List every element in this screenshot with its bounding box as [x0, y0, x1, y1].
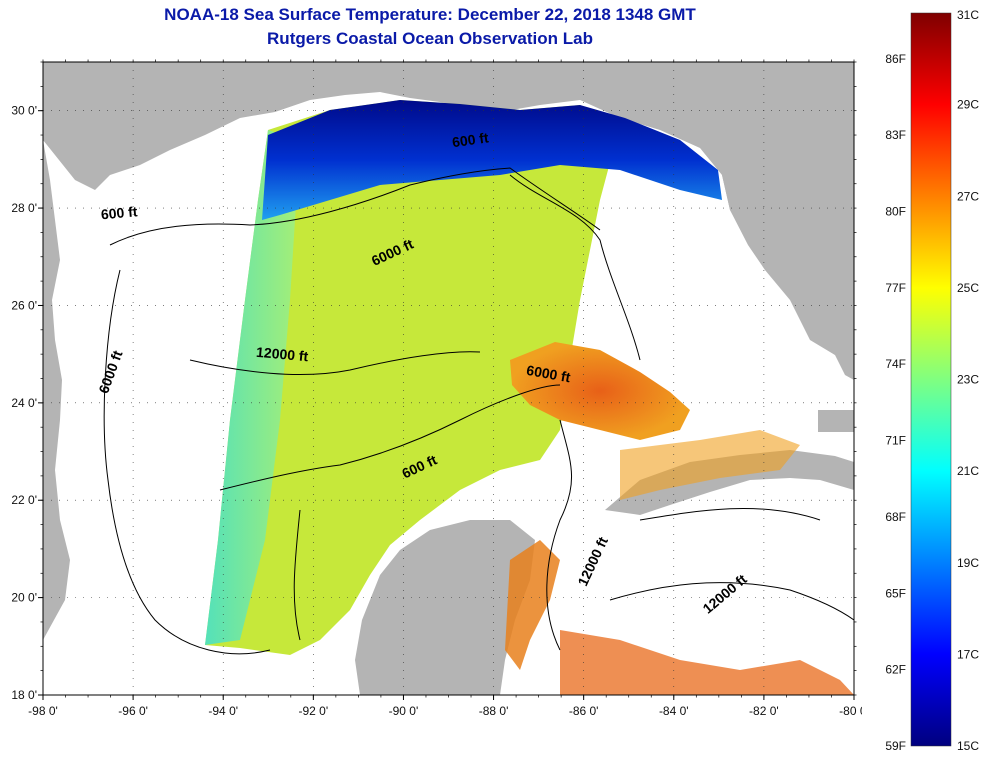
x-tick-label: -80 0'	[839, 704, 862, 718]
x-tick-label: -82 0'	[749, 704, 779, 718]
sst-caribbean-warm	[560, 630, 854, 695]
x-tick-label: -84 0'	[659, 704, 689, 718]
celsius-label: 19C	[957, 556, 979, 570]
x-tick-label: -96 0'	[118, 704, 148, 718]
sst-warm-patch	[510, 342, 690, 440]
x-tick-label: -90 0'	[389, 704, 419, 718]
map-title: NOAA-18 Sea Surface Temperature: Decembe…	[164, 5, 696, 24]
x-tick-label: -88 0'	[479, 704, 509, 718]
celsius-label: 15C	[957, 739, 979, 753]
contour-label: 12000 ft	[256, 344, 310, 365]
celsius-labels: 31C 29C 27C 25C 23C 21C 19C 17C 15C	[957, 8, 979, 753]
fahrenheit-labels: 86F 83F 80F 77F 74F 71F 68F 65F 62F 59F	[885, 52, 906, 753]
celsius-label: 31C	[957, 8, 979, 22]
x-tick-label: -86 0'	[569, 704, 599, 718]
cuba-land	[605, 450, 854, 515]
sst-ocean-swath	[205, 100, 620, 655]
map-subtitle: Rutgers Coastal Ocean Observation Lab	[267, 29, 593, 48]
celsius-label: 27C	[957, 189, 979, 203]
celsius-label: 23C	[957, 373, 979, 387]
y-tick-label: 24 0'	[11, 396, 37, 410]
y-tick-label: 30 0'	[11, 104, 37, 118]
sst-north-cold-band	[262, 100, 722, 220]
fahrenheit-label: 71F	[885, 434, 906, 448]
island	[818, 410, 854, 432]
fahrenheit-label: 77F	[885, 281, 906, 295]
sst-south-warm	[505, 540, 560, 670]
contour-label: 600 ft	[100, 203, 138, 222]
sst-west-cool-band	[205, 130, 300, 645]
fahrenheit-label: 68F	[885, 510, 906, 524]
florida-land	[722, 62, 854, 355]
bathymetry-contours	[103, 167, 855, 655]
yucatan-land	[355, 520, 535, 695]
y-tick-label: 28 0'	[11, 201, 37, 215]
colorbar: 31C 29C 27C 25C 23C 21C 19C 17C 15C 86F 83F 80F 77F…	[885, 8, 979, 753]
celsius-label: 21C	[957, 464, 979, 478]
y-axis: 18 0' 20 0' 22 0' 24 0' 26 0' 28 0' 30 0'	[11, 61, 857, 702]
fahrenheit-label: 59F	[885, 739, 906, 753]
y-tick-label: 18 0'	[11, 688, 37, 702]
fahrenheit-label: 86F	[885, 52, 906, 66]
y-tick-label: 22 0'	[11, 493, 37, 507]
sst-east-scatter	[620, 430, 800, 500]
celsius-label: 29C	[957, 98, 979, 112]
fahrenheit-label: 62F	[885, 663, 906, 677]
fahrenheit-label: 80F	[885, 205, 906, 219]
x-tick-label: -92 0'	[299, 704, 329, 718]
contour-label: 600 ft	[451, 129, 490, 150]
sst-map: -98 0' -96 0' -94 0' -92 0' -90 0' -88 0' -86 …	[11, 59, 862, 718]
celsius-label: 25C	[957, 281, 979, 295]
x-axis: -98 0' -96 0' -94 0' -92 0' -90 0' -88 0' -86 …	[28, 59, 862, 718]
fahrenheit-label: 65F	[885, 586, 906, 600]
fahrenheit-label: 74F	[885, 357, 906, 371]
colorbar-ramp	[910, 12, 952, 747]
contour-label: 6000 ft	[525, 362, 572, 386]
x-tick-label: -94 0'	[208, 704, 238, 718]
fahrenheit-label: 83F	[885, 128, 906, 142]
x-tick-label: -98 0'	[28, 704, 58, 718]
y-tick-label: 26 0'	[11, 298, 37, 312]
y-tick-label: 20 0'	[11, 591, 37, 605]
celsius-label: 17C	[957, 647, 979, 661]
